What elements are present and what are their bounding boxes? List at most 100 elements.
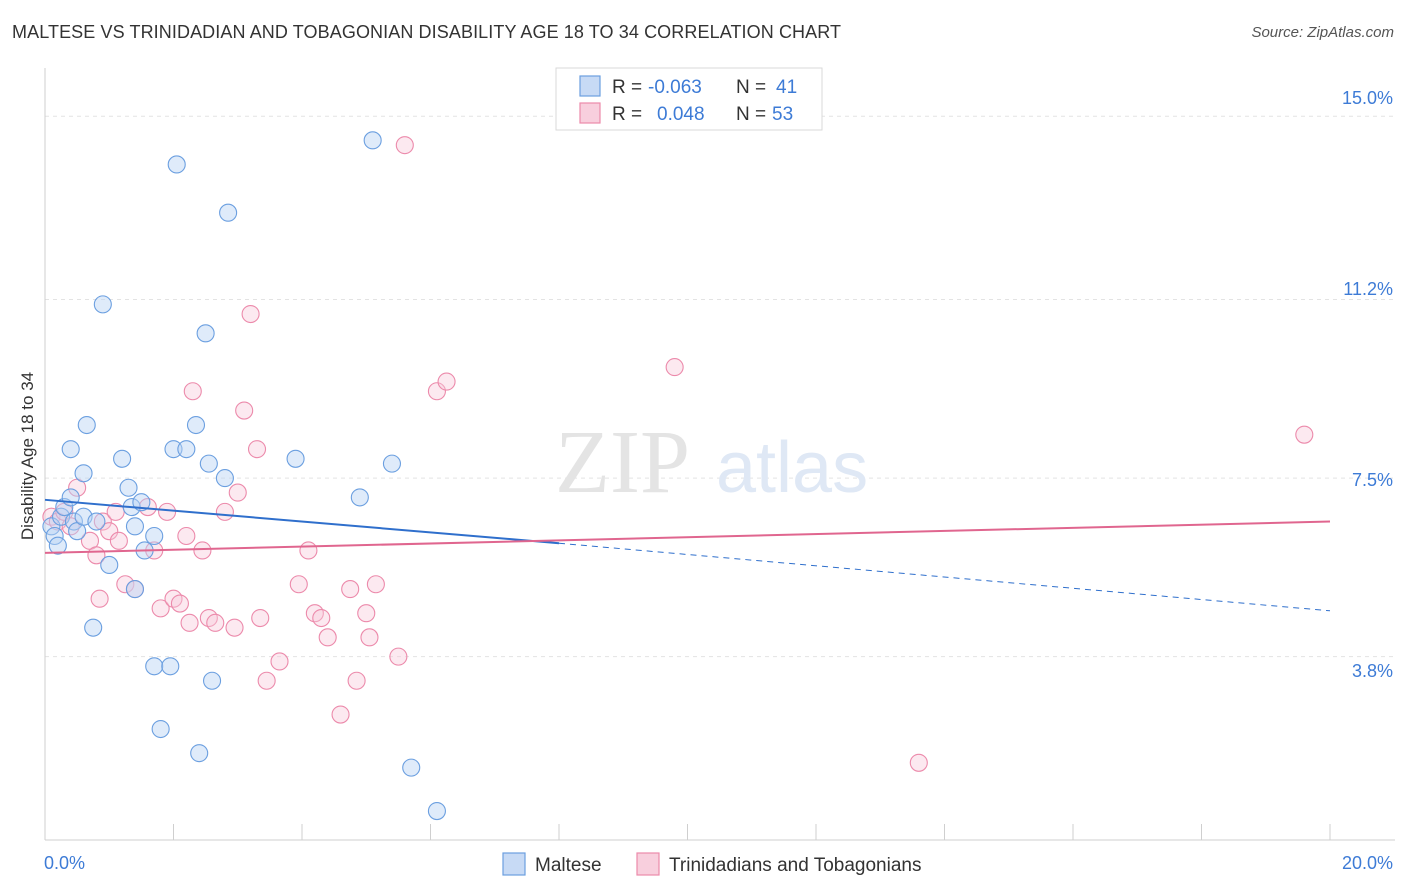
maltese-point-37 [286,449,305,468]
maltese-point-28 [167,155,186,174]
legend-n-value-1: 41 [776,77,797,98]
trinidadian-point-39 [318,628,337,647]
trinidadian-point-47 [395,136,414,155]
maltese-point-0 [42,517,61,536]
maltese-point-13 [93,295,112,314]
legend-r-label-1: R = [612,77,642,98]
trinidadian-point-17 [158,502,177,521]
legend-r-label-2: R = [612,104,642,125]
maltese-point-40 [382,454,402,473]
maltese-point-11 [74,464,93,483]
legend-r-value-1: -0.063 [648,77,702,98]
trinidadian-point-41 [341,580,360,599]
series-legend: Maltese Trinidadians and Tobagonians [502,852,921,876]
trinidadian-point-8 [90,589,109,608]
trinidadian-point-9 [100,522,119,541]
trinidadian-point-48 [427,382,446,401]
trinidadian-point-20 [177,526,196,546]
legend-swatch-trinidadian [579,102,601,124]
maltese-point-35 [219,203,238,222]
trinidadian-point-42 [347,671,366,690]
axes [44,68,1395,841]
trinidadian-point-28 [228,483,247,502]
maltese-point-6 [64,512,83,531]
x-tick-label-max: 20.0% [1342,853,1393,873]
maltese-point-42 [427,801,446,821]
maltese-point-31 [196,324,215,343]
trend-line-maltese-extrapolated [558,542,1331,612]
maltese-point-38 [350,488,369,507]
trinidadian-point-19 [170,594,189,613]
maltese-point-16 [113,449,132,468]
y-tick-label-11-2: 11.2% [1343,279,1393,299]
correlation-legend: R = -0.063 N = 41 R = 0.048 N = 53 [555,67,823,131]
legend-n-value-2: 53 [772,104,793,125]
trinidadian-point-7 [93,512,112,531]
y-tick-label-3-8: 3.8% [1352,661,1393,681]
maltese-point-21 [125,580,144,599]
trinidadian-point-27 [225,618,244,637]
bottom-legend-swatch-trinidadian [636,852,660,876]
maltese-point-36 [190,744,209,763]
maltese-point-10 [61,440,80,459]
grid-lines [45,115,1395,658]
maltese-point-26 [161,657,180,676]
trinidadian-point-30 [241,304,260,324]
bottom-legend-label-maltese: Maltese [535,855,602,876]
maltese-point-27 [164,440,183,459]
bottom-legend-swatch-maltese [502,852,526,876]
y-tick-label-7-5: 7.5% [1352,470,1393,490]
watermark-atlas: atlas [716,428,868,508]
legend-r-value-2: 0.048 [657,104,705,125]
maltese-point-17 [119,478,138,497]
trinidadian-point-34 [270,652,289,671]
trend-line-maltese [44,498,560,545]
maltese-point-24 [151,719,170,739]
trinidadian-point-38 [312,608,331,628]
maltese-point-9 [87,512,106,531]
trinidadian-point-21 [180,613,199,632]
bottom-legend-label-trinidadian: Trinidadians and Tobagonians [669,855,921,876]
maltese-point-32 [199,454,218,473]
trinidadian-point-31 [247,440,267,459]
trinidadian-point-29 [235,401,254,420]
trinidadian-point-26 [215,502,234,521]
series-trinidadian-points [42,136,1314,772]
maltese-point-15 [100,555,119,575]
source-label: Source: ZipAtlas.com [1251,24,1394,41]
trinidadian-point-11 [109,531,128,550]
chart-title: MALTESE VS TRINIDADIAN AND TOBAGONIAN DI… [12,22,842,42]
maltese-point-20 [132,493,151,512]
maltese-point-1 [45,526,64,546]
trend-lines [44,498,1331,612]
trinidadian-point-46 [389,647,408,666]
trinidadian-point-12 [116,575,135,594]
maltese-point-2 [48,536,67,555]
maltese-point-30 [186,415,206,435]
series-maltese-points [42,131,446,821]
trinidadian-point-43 [357,604,376,623]
trinidadian-point-32 [251,608,270,628]
trinidadian-point-40 [331,705,350,724]
y-tick-label-15: 15.0% [1342,88,1393,108]
maltese-point-29 [177,440,196,459]
trinidadian-point-16 [151,599,170,618]
y-axis-title: Disability Age 18 to 34 [18,372,37,540]
maltese-point-14 [84,618,103,637]
trend-line-trinidadian [44,520,1331,554]
maltese-point-25 [145,657,164,676]
trinidadian-point-33 [257,671,276,690]
trinidadian-point-23 [193,541,212,560]
maltese-point-12 [77,415,96,435]
maltese-point-18 [125,517,144,536]
maltese-point-33 [203,671,222,690]
legend-n-label-2: N = [736,104,766,125]
trinidadian-point-45 [366,575,385,594]
maltese-point-34 [215,469,234,488]
trinidadian-point-44 [360,628,379,647]
trinidadian-point-51 [909,753,928,772]
trinidadian-point-49 [437,372,456,391]
trinidadian-point-52 [1295,425,1314,444]
maltese-point-23 [145,526,164,546]
